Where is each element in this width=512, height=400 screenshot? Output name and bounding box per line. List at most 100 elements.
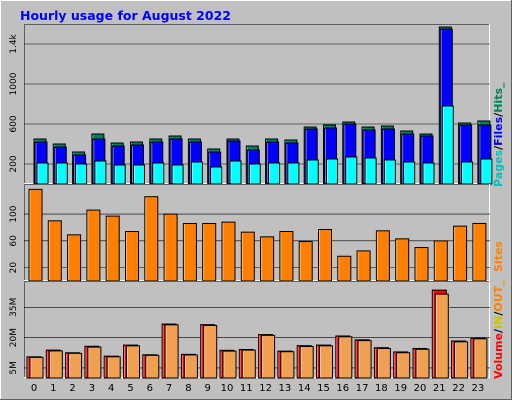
sites-bar: [28, 188, 43, 282]
pages-bar: [229, 160, 242, 185]
volume-y-tick: 5M: [9, 361, 19, 375]
out-bar: [68, 352, 83, 379]
sites-bar: [453, 225, 468, 282]
hour-tick-label: 13: [279, 383, 292, 394]
pages-bar: [190, 161, 203, 185]
legend-in: IN: [492, 316, 505, 329]
pages-bar: [287, 162, 300, 185]
hour-tick-label: 12: [259, 383, 272, 394]
pages-bar: [133, 164, 145, 185]
out-bar: [299, 345, 314, 379]
sites-bar: [375, 230, 390, 282]
sites-panel: 20 60 100: [9, 184, 490, 282]
pages-bar: [171, 164, 184, 185]
hits-y-tick: 1.4k: [9, 33, 19, 53]
hour-tick-label: 3: [89, 383, 95, 394]
sites-bar: [125, 230, 139, 282]
hour-tick-label: 22: [452, 383, 465, 394]
out-bar: [473, 338, 488, 379]
pages-bar: [326, 158, 338, 185]
sites-bar: [472, 222, 487, 282]
out-bar: [126, 345, 140, 379]
sites-bar: [144, 196, 159, 282]
legend-hits-files-pages: Pages/Files/Hits_: [492, 82, 505, 187]
sites-y-tick: 20: [9, 262, 19, 274]
pages-bar: [441, 105, 454, 185]
out-bar: [164, 324, 179, 379]
legend-sep-4: /: [492, 311, 505, 316]
sites-bar: [414, 247, 429, 282]
volume-plot-area: [24, 281, 490, 378]
sites-y-tick: 100: [9, 205, 19, 222]
hits-y-tick: 600: [9, 115, 19, 132]
out-bar: [434, 293, 449, 379]
legend-hits: Hits: [492, 88, 505, 113]
pages-bar: [55, 162, 68, 185]
out-bar: [396, 352, 411, 379]
sites-bar: [279, 230, 294, 282]
legend-sep-3: /: [492, 328, 505, 333]
legend-sep-2: /: [492, 112, 505, 117]
out-bar: [338, 336, 353, 379]
pages-bar: [268, 162, 281, 185]
hour-tick-label: 23: [472, 383, 485, 394]
sites-bar: [318, 228, 332, 282]
out-bar: [415, 348, 430, 379]
sites-bar: [221, 221, 236, 282]
sites-bar: [105, 215, 120, 282]
out-bar: [183, 354, 198, 379]
sites-bar: [67, 234, 82, 282]
hour-tick-label: 4: [108, 383, 114, 394]
pages-bar: [480, 158, 493, 185]
sites-bar: [47, 220, 62, 282]
legend-volume-label: Volume: [492, 333, 505, 379]
hour-tick-label: 16: [336, 383, 349, 394]
hour-tick-label: 8: [185, 383, 191, 394]
hour-tick-label: 20: [414, 383, 427, 394]
sites-bar: [240, 231, 255, 282]
sites-y-tick: 60: [9, 235, 19, 247]
hour-tick-label: 2: [69, 383, 75, 394]
out-bar: [87, 346, 102, 379]
sites-bar: [163, 213, 178, 282]
hour-tick-label: 7: [166, 383, 172, 394]
volume-y-tick: 35M: [9, 298, 19, 317]
out-bar: [222, 350, 237, 379]
hour-tick-label: 18: [375, 383, 388, 394]
legend-out: OUT: [492, 285, 505, 311]
hour-tick-label: 17: [356, 383, 369, 394]
out-bar: [106, 356, 121, 379]
legend-end-2: _: [492, 280, 505, 286]
pages-bar: [75, 163, 88, 185]
legend-sites: Sites: [492, 241, 505, 272]
out-bar: [319, 345, 333, 379]
legend-sep-1: /: [492, 145, 505, 150]
out-bar: [454, 341, 469, 379]
hour-tick-label: 21: [433, 383, 446, 394]
pages-bar: [461, 161, 474, 185]
pages-bar: [36, 162, 49, 185]
sites-bar: [202, 222, 217, 282]
out-bar: [29, 356, 44, 379]
hits-y-tick: 200: [9, 155, 19, 172]
pages-bar: [248, 163, 261, 185]
legend-pages: Pages: [492, 149, 505, 187]
out-bar: [261, 334, 276, 379]
pages-bar: [383, 159, 396, 185]
hour-tick-label: 1: [50, 383, 56, 394]
chart-title: Hourly usage for August 2022: [20, 8, 231, 23]
volume-panel: 5M 20M 35M: [9, 281, 490, 379]
hour-tick-label: 9: [205, 383, 211, 394]
hour-tick-label: 15: [317, 383, 330, 394]
legend-files: Files: [492, 116, 505, 146]
hour-axis: 0 1 2 3 4 5 6 7 8 9 10 11 12 13 14 15 16 17 18 19 20 21 22 23: [31, 383, 484, 394]
pages-bar: [422, 162, 435, 185]
hour-tick-label: 11: [240, 383, 253, 394]
out-bar: [280, 351, 295, 379]
pages-bar: [306, 159, 319, 185]
sites-plot-area: [24, 184, 490, 281]
sites-bar: [182, 222, 197, 282]
out-bar: [357, 340, 372, 379]
pages-bar: [364, 157, 377, 185]
hits-files-pages-panel: 200 600 1000 1.4k: [9, 24, 493, 185]
